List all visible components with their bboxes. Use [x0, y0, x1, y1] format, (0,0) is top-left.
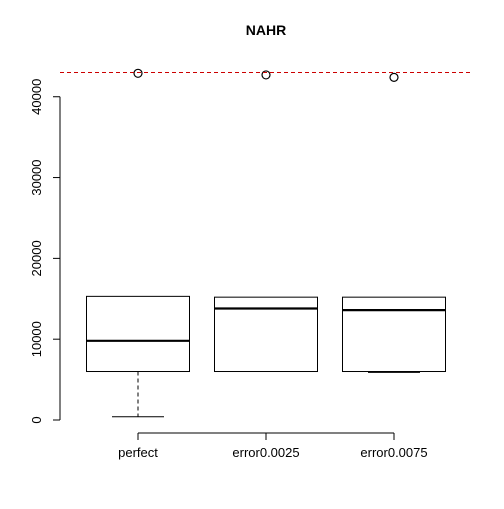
y-tick-label: 40000 [29, 79, 44, 115]
outlier-point [133, 68, 143, 78]
box-iqr [214, 296, 318, 373]
y-tick-label: 10000 [29, 321, 44, 357]
y-tick-label: 0 [29, 416, 44, 423]
box-iqr [342, 296, 446, 373]
plot-area: 0 10000 20000 30000 40000 perfect error0.0025 e… [29, 68, 472, 460]
x-tick-label: perfect [118, 445, 158, 460]
y-tick-label: 30000 [29, 159, 44, 195]
box-iqr [86, 295, 190, 373]
outlier-point [261, 70, 271, 80]
outlier-point [389, 72, 399, 82]
chart-title: NAHR [246, 22, 286, 38]
x-tick-label: error0.0075 [360, 445, 427, 460]
y-tick-label: 20000 [29, 240, 44, 276]
x-tick-label: error0.0025 [232, 445, 299, 460]
